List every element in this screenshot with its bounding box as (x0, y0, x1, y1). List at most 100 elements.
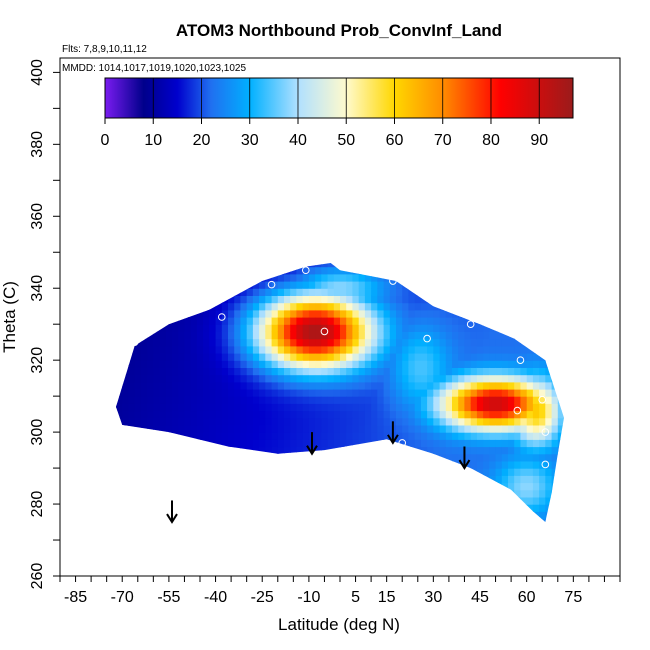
heatmap-cell (433, 317, 441, 325)
heatmap-cell (396, 410, 403, 419)
heatmap-cell (333, 381, 341, 390)
heatmap-cell (340, 417, 347, 426)
heatmap-cell (526, 489, 534, 498)
x-tick-label: 60 (518, 589, 536, 606)
heatmap-cell (352, 417, 360, 426)
heatmap-cell (346, 367, 353, 376)
heatmap-cell (495, 460, 503, 469)
heatmap-cell (371, 367, 378, 376)
heatmap-cell (140, 360, 148, 368)
heatmap-cell (296, 388, 304, 397)
heatmap-cell (209, 360, 217, 368)
heatmap-cell (196, 388, 204, 397)
heatmap-cell (445, 410, 453, 419)
heatmap-cell (520, 432, 528, 440)
heatmap-cell (414, 353, 422, 361)
heatmap-cell (371, 396, 378, 404)
heatmap-cell (383, 309, 391, 318)
heatmap-cell (557, 424, 564, 433)
heatmap-cell (271, 309, 279, 318)
heatmap-cell (327, 439, 335, 448)
flights-note: Flts: 7,8,9,10,11,12 (62, 44, 147, 55)
heatmap-cell (396, 396, 403, 404)
heatmap-cell (296, 331, 304, 340)
heatmap-cell (277, 403, 285, 412)
heatmap-cell (526, 396, 534, 404)
heatmap-cell (333, 345, 341, 354)
heatmap-cell (377, 331, 385, 340)
heatmap-cell (234, 353, 241, 361)
heatmap-cell (439, 446, 447, 455)
heatmap-cell (445, 331, 453, 340)
heatmap-cell (476, 424, 484, 433)
heatmap-cell (346, 410, 353, 419)
heatmap-cell (458, 338, 465, 347)
heatmap-cell (265, 439, 273, 448)
heatmap-cell (259, 281, 266, 289)
heatmap-cell (327, 338, 335, 347)
heatmap-cell (520, 360, 528, 368)
heatmap-cell (514, 374, 521, 383)
heatmap-cell (333, 273, 341, 282)
heatmap-cell (302, 381, 310, 390)
heatmap-cell (526, 504, 534, 512)
heatmap-cell (557, 410, 564, 419)
heatmap-cell (277, 374, 285, 383)
heatmap-cell (259, 360, 266, 368)
heatmap-cell (383, 381, 391, 390)
heatmap-cell (178, 417, 185, 426)
heatmap-cell (439, 396, 447, 404)
heatmap-cell (122, 381, 129, 390)
heatmap-cell (196, 424, 204, 433)
heatmap-cell (128, 381, 136, 390)
heatmap-cell (184, 338, 192, 347)
heatmap-cell (284, 439, 291, 448)
heatmap-cell (377, 338, 385, 347)
heatmap-cell (203, 403, 210, 412)
heatmap-cell (321, 266, 329, 275)
heatmap-cell (172, 367, 179, 376)
heatmap-cell (147, 424, 154, 433)
heatmap-cell (420, 309, 428, 318)
down-arrow (458, 446, 471, 470)
heatmap-cell (402, 324, 409, 332)
heatmap-cell (514, 489, 521, 498)
heatmap-cell (352, 338, 360, 347)
heatmap-cell (252, 317, 260, 325)
heatmap-cell (284, 367, 291, 376)
heatmap-cell (495, 396, 503, 404)
heatmap-cell (240, 410, 248, 419)
heatmap-cell (483, 331, 490, 340)
heatmap-cell (315, 353, 322, 361)
heatmap-cell (284, 302, 291, 311)
heatmap-cell (259, 396, 266, 404)
heatmap-cell (402, 345, 409, 354)
heatmap-cell (308, 288, 316, 296)
heatmap-cell (265, 410, 273, 419)
heatmap-cell (172, 331, 179, 340)
heatmap-cell (234, 360, 241, 368)
heatmap-cell (333, 439, 341, 448)
heatmap-cell (346, 374, 353, 383)
heatmap-cell (209, 309, 217, 318)
heatmap-cell (284, 432, 291, 440)
heatmap-cell (364, 367, 372, 376)
heatmap-cell (508, 367, 515, 376)
heatmap-cell (277, 302, 285, 311)
heatmap-cell (476, 345, 484, 354)
heatmap-cell (433, 396, 441, 404)
heatmap-cell (321, 302, 329, 311)
y-tick-label: 320 (29, 347, 46, 374)
heatmap-cell (514, 468, 521, 476)
heatmap-cell (402, 353, 409, 361)
heatmap-cell (508, 417, 515, 426)
heatmap-cell (340, 360, 347, 368)
heatmap-cell (290, 432, 297, 440)
heatmap-cell (315, 273, 322, 282)
heatmap-cell (358, 424, 366, 433)
heatmap-cell (520, 446, 528, 455)
heatmap-cell (452, 360, 459, 368)
heatmap-cell (134, 388, 142, 397)
heatmap-cell (545, 439, 553, 448)
heatmap-cell (340, 295, 347, 304)
